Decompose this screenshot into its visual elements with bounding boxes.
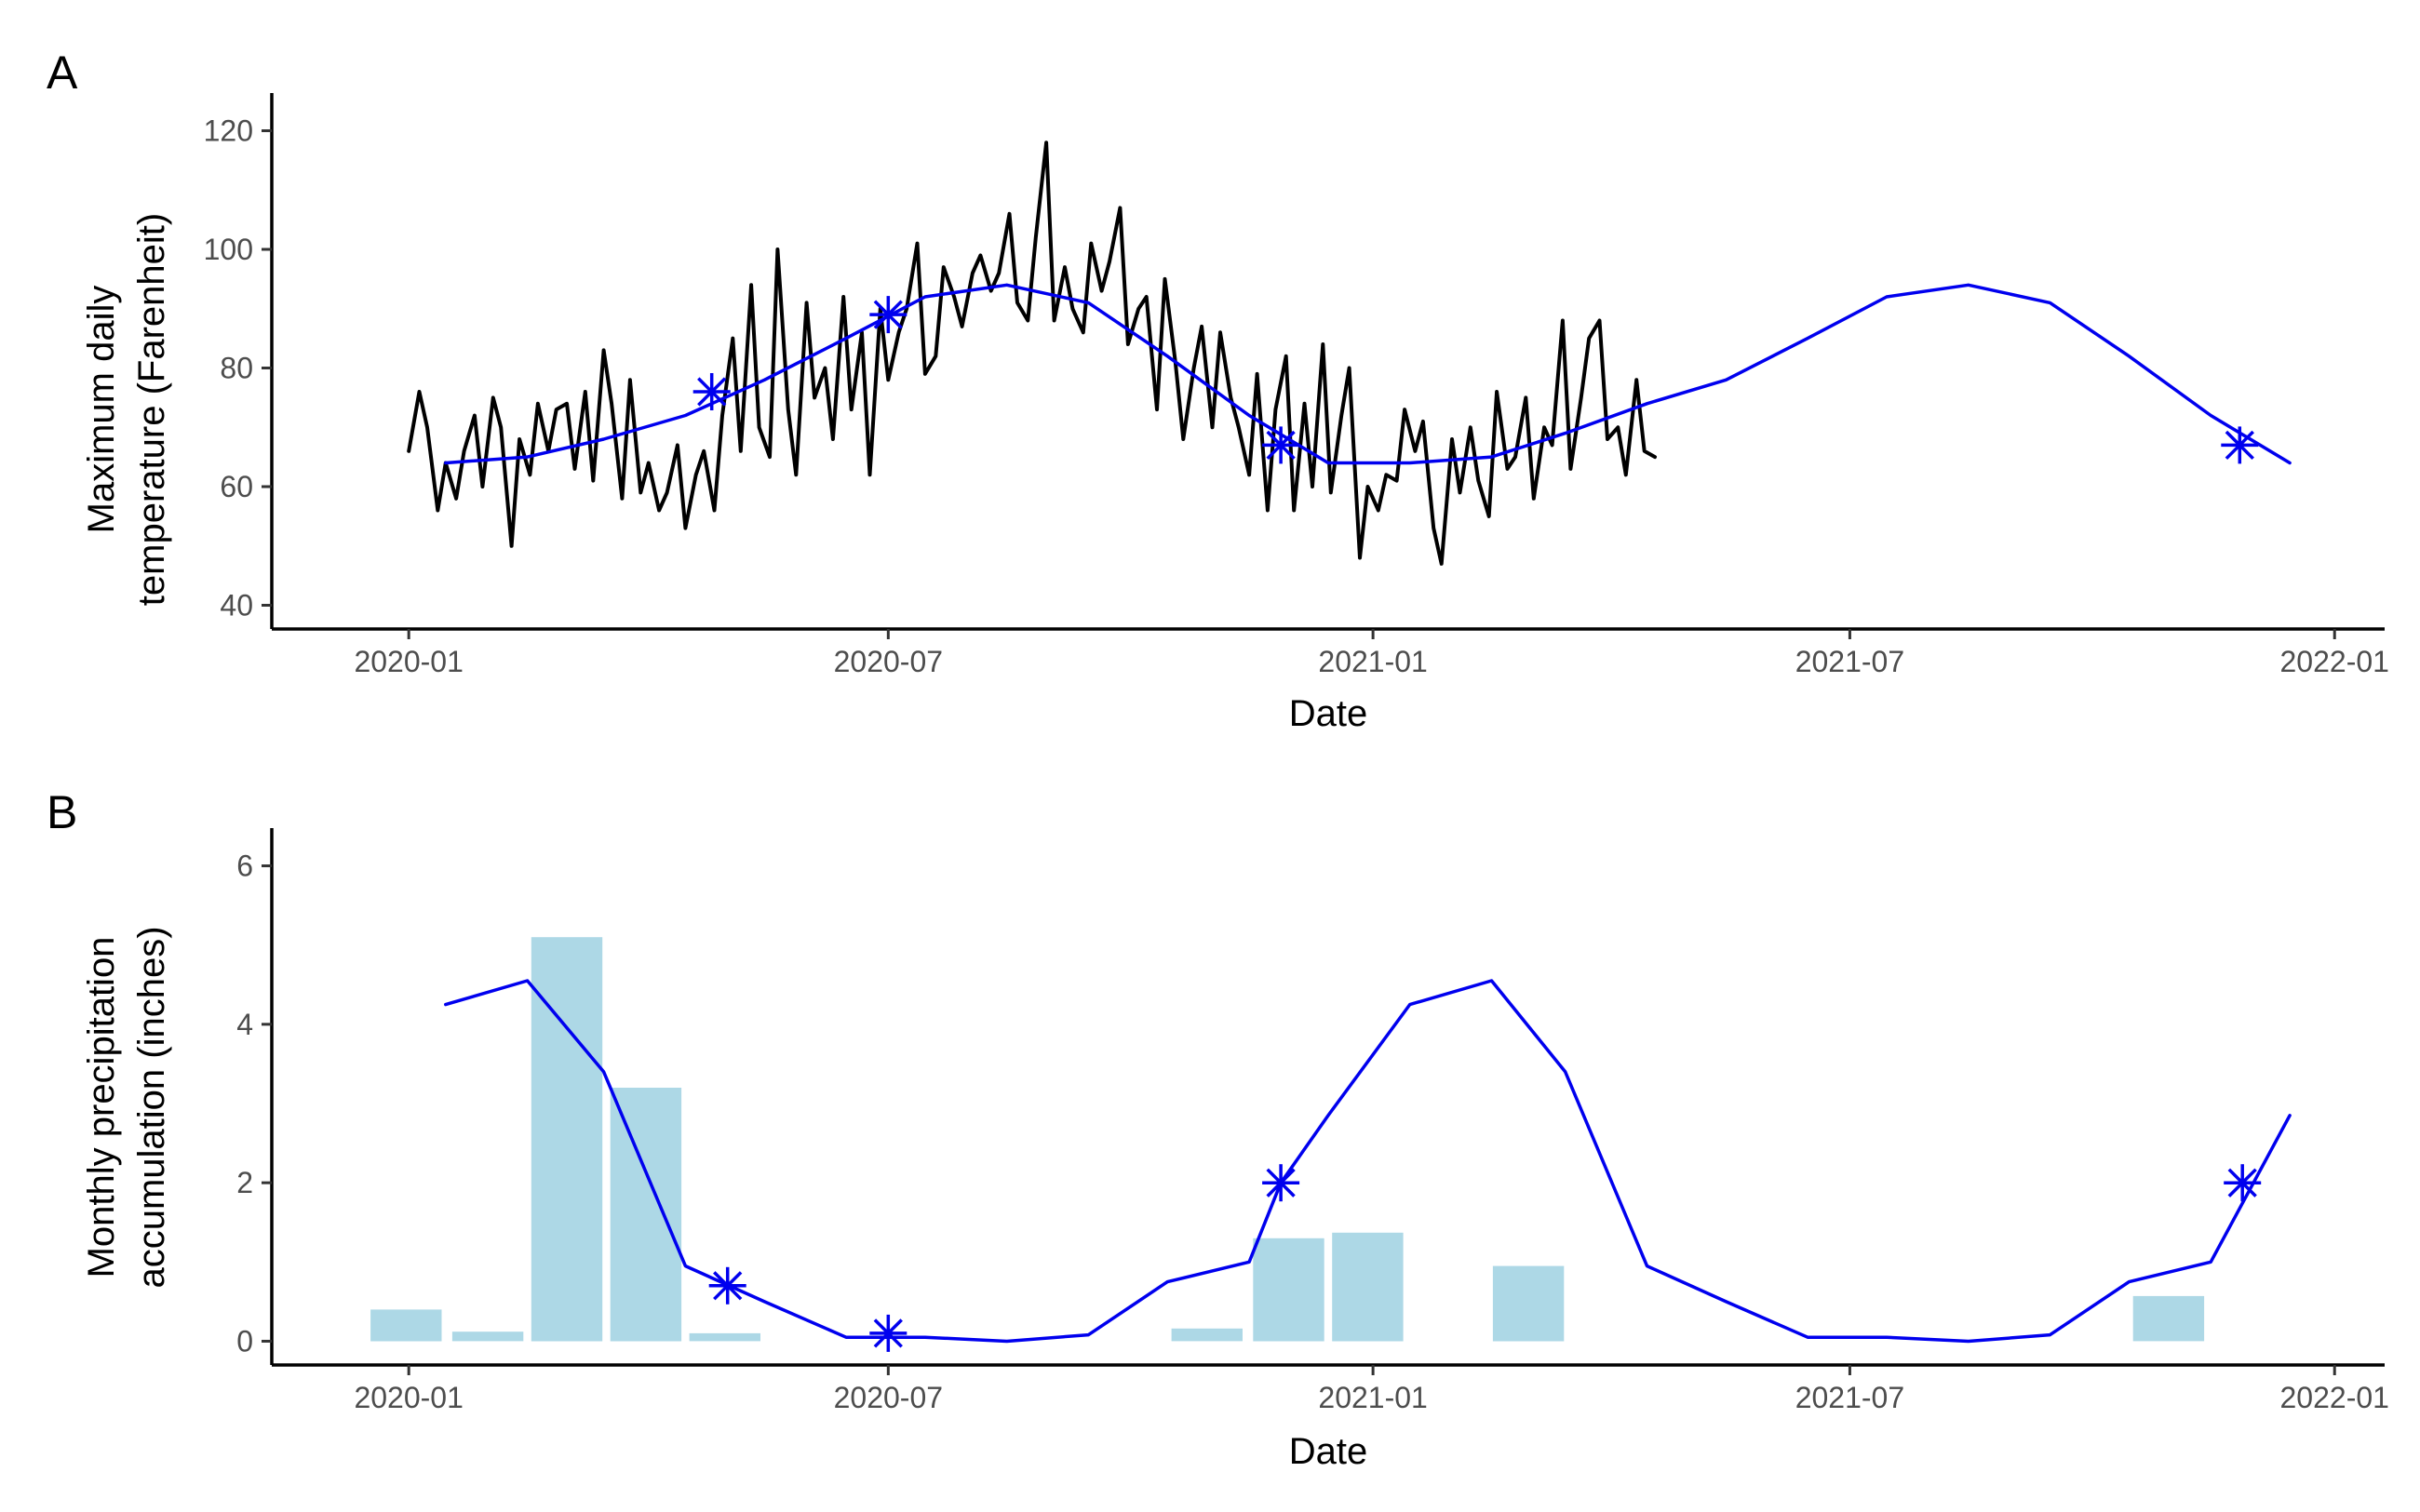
precip-bar xyxy=(451,1331,524,1342)
asterisk-marker xyxy=(1262,1164,1300,1202)
y-tick-label: 2 xyxy=(236,1166,253,1199)
asterisk-marker xyxy=(869,296,908,334)
asterisk-stroke xyxy=(1266,1168,1296,1198)
asterisk-stroke xyxy=(873,300,903,329)
y-axis-title-line-2: accumulation (inches) xyxy=(131,926,172,1288)
x-tick-label: 2020-01 xyxy=(354,1381,463,1414)
x-tick-label: 2022-01 xyxy=(2280,1381,2389,1414)
precip-bar xyxy=(1253,1238,1324,1342)
precip-bar xyxy=(1171,1328,1243,1342)
asterisk-marker xyxy=(2224,1164,2262,1202)
asterisk-marker xyxy=(2221,426,2259,464)
x-axis-title: Date xyxy=(1289,1431,1368,1472)
x-tick-label: 2021-01 xyxy=(1318,645,1427,678)
y-axis-title: Maximum daily temperature (Farenheit) xyxy=(81,213,172,606)
y-tick-label: 40 xyxy=(220,589,253,622)
y-tick-label: 80 xyxy=(220,352,253,385)
precip-bar xyxy=(2132,1295,2205,1342)
asterisk-stroke xyxy=(873,1318,903,1348)
x-axis-title: Date xyxy=(1289,693,1368,734)
precip-bar xyxy=(531,937,603,1342)
precip-bar xyxy=(689,1332,760,1342)
y-tick-label: 4 xyxy=(236,1008,253,1041)
x-tick-label: 2022-01 xyxy=(2280,645,2389,678)
x-tick-label: 2020-07 xyxy=(834,1381,943,1414)
asterisk-stroke xyxy=(713,1271,743,1301)
x-tick-label: 2021-07 xyxy=(1795,645,1904,678)
y-tick-label: 6 xyxy=(236,850,253,883)
precip-bar xyxy=(610,1088,682,1342)
panel-a-label: A xyxy=(47,47,78,99)
asterisk-marker xyxy=(708,1266,746,1305)
x-tick-label: 2021-01 xyxy=(1318,1381,1427,1414)
x-tick-label: 2020-01 xyxy=(354,645,463,678)
x-tick-label: 2020-07 xyxy=(834,645,943,678)
smoothed-line xyxy=(444,979,2292,1344)
panel-b-label: B xyxy=(47,786,77,838)
y-axis-title: Monthly precipitation accumulation (inch… xyxy=(81,926,172,1288)
asterisk-stroke xyxy=(2225,430,2254,461)
precip-bar xyxy=(370,1309,442,1342)
y-axis-title-line-1: Monthly precipitation xyxy=(81,937,122,1278)
asterisk-stroke xyxy=(697,377,727,407)
smoothed-line xyxy=(444,283,2292,465)
asterisk-marker xyxy=(692,373,731,410)
panel-a: A Maximum daily temperature (Farenheit) … xyxy=(47,47,2389,734)
y-axis-title-line-1: Maximum daily xyxy=(81,286,122,534)
asterisk-marker xyxy=(1262,426,1300,464)
y-tick-label: 120 xyxy=(204,114,253,148)
daily-temperature-line xyxy=(407,140,1657,566)
plot-area-a: 40 60 80 100 120 2020-01 2020-07 2021-01 2021-07… xyxy=(204,93,2389,678)
plot-area-b: 0 2 4 6 2020-01 2020-07 2021-01 2021-07 2022-01 xyxy=(236,828,2389,1414)
asterisk-stroke xyxy=(1266,430,1296,461)
y-tick-label: 60 xyxy=(220,470,253,503)
asterisk-marker xyxy=(869,1314,908,1352)
precip-bar xyxy=(1332,1232,1404,1342)
panel-b: B Monthly precipitation accumulation (in… xyxy=(47,786,2389,1472)
y-axis-title-line-2: temperature (Farenheit) xyxy=(131,213,172,606)
x-tick-label: 2021-07 xyxy=(1795,1381,1904,1414)
y-tick-label: 0 xyxy=(236,1324,253,1358)
y-tick-label: 100 xyxy=(204,233,253,266)
precip-bar xyxy=(1492,1265,1565,1342)
asterisk-stroke xyxy=(2227,1168,2257,1198)
